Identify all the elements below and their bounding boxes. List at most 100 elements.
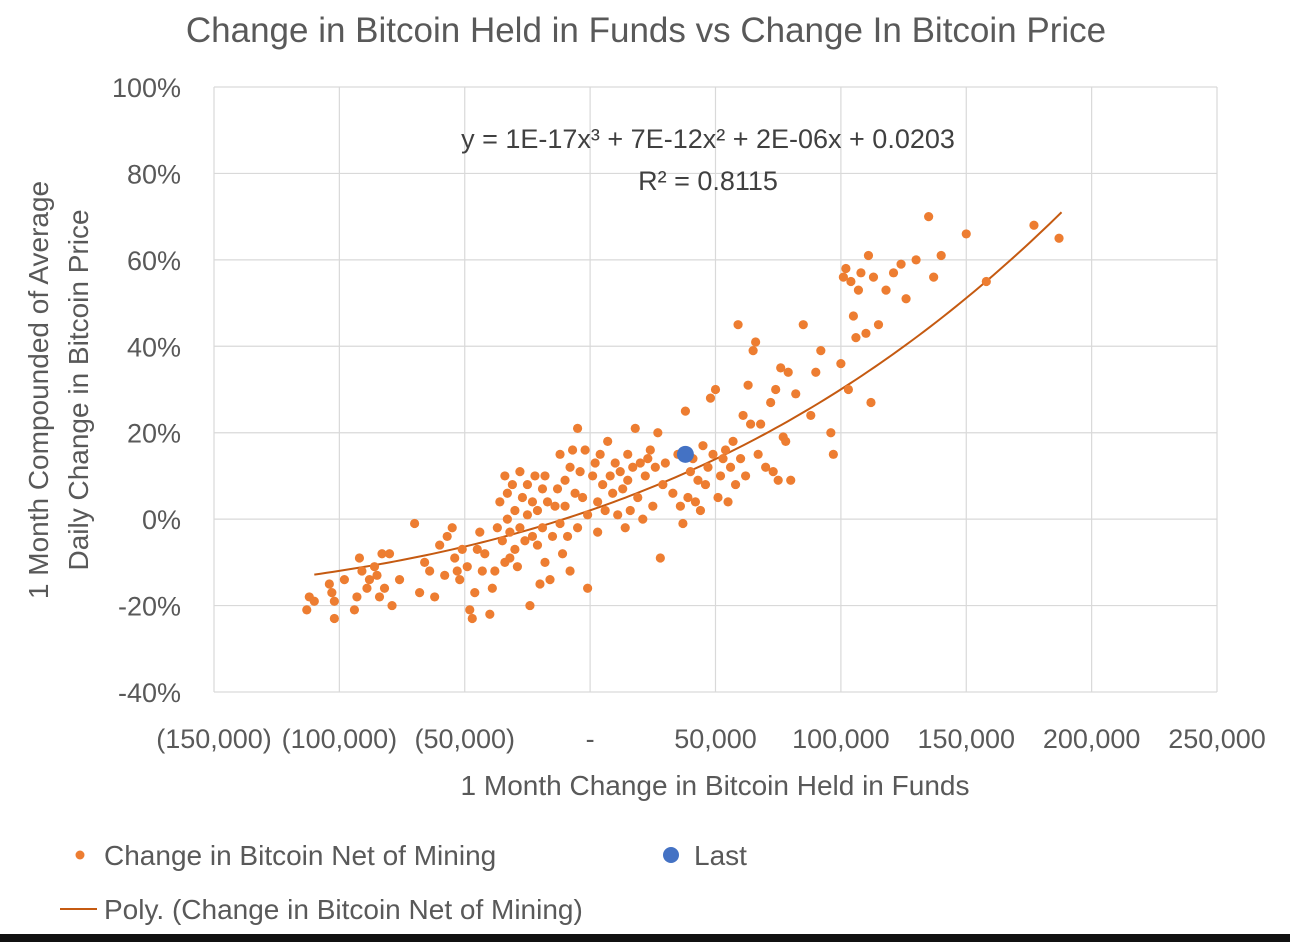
data-point <box>575 467 585 477</box>
y-tick-label: 60% <box>127 246 181 276</box>
data-point <box>841 263 851 274</box>
data-point <box>720 445 731 455</box>
data-point <box>901 294 911 304</box>
data-point <box>535 579 545 589</box>
data-point <box>560 475 570 485</box>
data-point <box>718 454 728 464</box>
legend-dot-orange-icon <box>75 850 85 860</box>
data-point <box>329 613 339 624</box>
data-point <box>680 406 691 416</box>
x-tick-label: 150,000 <box>917 724 1015 754</box>
data-point <box>565 462 575 472</box>
data-point <box>447 523 457 533</box>
x-tick-label: 100,000 <box>792 724 890 754</box>
data-point <box>746 419 756 429</box>
data-point <box>572 423 583 433</box>
legend: Change in Bitcoin Net of Mining Last Pol… <box>60 840 747 925</box>
data-point <box>863 250 874 261</box>
data-point <box>710 384 721 395</box>
data-point <box>583 583 593 593</box>
data-point <box>540 557 550 567</box>
data-point <box>851 333 861 343</box>
x-tick-label: - <box>586 724 595 754</box>
x-tick-label: 200,000 <box>1043 724 1141 754</box>
data-point <box>374 592 385 602</box>
data-point <box>773 475 783 485</box>
data-point <box>806 410 816 421</box>
data-point <box>735 454 746 464</box>
data-point <box>457 544 467 554</box>
x-tick-label: (100,000) <box>282 724 398 754</box>
data-point <box>500 471 510 481</box>
trendline-equation: y = 1E-17x³ + 7E-12x² + 2E-06x + 0.0203 <box>461 124 955 154</box>
data-point <box>394 575 405 585</box>
data-point <box>430 592 440 602</box>
data-point <box>555 449 565 459</box>
data-point <box>309 596 319 606</box>
data-point <box>522 479 533 490</box>
data-point <box>605 471 615 481</box>
data-point <box>480 549 490 559</box>
y-axis-title-line-1: 1 Month Compounded of Average <box>23 181 54 599</box>
chart-title: Change in Bitcoin Held in Funds vs Chang… <box>186 11 1106 50</box>
data-point <box>936 250 946 261</box>
data-point <box>738 410 748 421</box>
data-point <box>693 475 703 485</box>
data-point <box>302 605 312 615</box>
data-point <box>881 285 891 295</box>
data-point <box>756 419 766 429</box>
data-point <box>655 553 665 563</box>
data-point <box>364 575 375 585</box>
data-point <box>583 510 593 520</box>
data-point <box>743 380 753 390</box>
data-point <box>502 488 512 498</box>
data-point <box>520 536 530 546</box>
data-point <box>387 600 397 611</box>
data-point <box>557 549 568 559</box>
data-point <box>377 549 387 559</box>
y-tick-label: 20% <box>127 419 181 449</box>
data-point <box>751 337 761 347</box>
y-tick-label: -40% <box>118 678 181 708</box>
data-point <box>362 583 372 593</box>
data-point <box>349 605 360 615</box>
data-point <box>562 531 573 542</box>
data-point <box>487 583 497 593</box>
data-point <box>603 436 613 446</box>
data-point <box>628 462 638 472</box>
data-point <box>502 514 512 524</box>
data-point <box>505 553 515 563</box>
data-point <box>888 268 899 278</box>
data-point <box>924 212 934 222</box>
y-axis-title-line-2: Daily Change in Bitcoin Price <box>63 209 94 570</box>
data-point <box>452 566 462 576</box>
data-point <box>695 505 706 516</box>
data-point <box>352 592 362 602</box>
x-axis-tick-labels: (150,000) (100,000) (50,000) - 50,000 100,000… <box>156 724 1266 754</box>
data-point <box>615 467 625 477</box>
data-point <box>532 540 543 550</box>
data-point <box>442 531 452 542</box>
data-point <box>372 570 382 580</box>
data-point <box>633 492 643 503</box>
data-point <box>866 397 876 408</box>
data-point <box>485 609 495 619</box>
data-point <box>580 445 590 455</box>
data-point <box>545 575 555 585</box>
legend-label-poly: Poly. (Change in Bitcoin Net of Mining) <box>104 894 583 925</box>
data-point <box>638 514 648 524</box>
poly-trendline <box>314 211 1063 576</box>
data-point <box>623 475 633 485</box>
data-point <box>613 510 623 520</box>
data-point <box>532 505 543 516</box>
legend-label-net-of-mining: Change in Bitcoin Net of Mining <box>104 840 496 871</box>
data-point <box>828 449 838 459</box>
data-point <box>896 259 906 269</box>
data-point <box>590 458 600 468</box>
data-point <box>565 566 575 576</box>
data-point <box>440 570 450 580</box>
data-point <box>643 454 653 464</box>
data-point <box>420 557 430 567</box>
data-point <box>981 276 991 287</box>
data-point <box>537 523 548 533</box>
